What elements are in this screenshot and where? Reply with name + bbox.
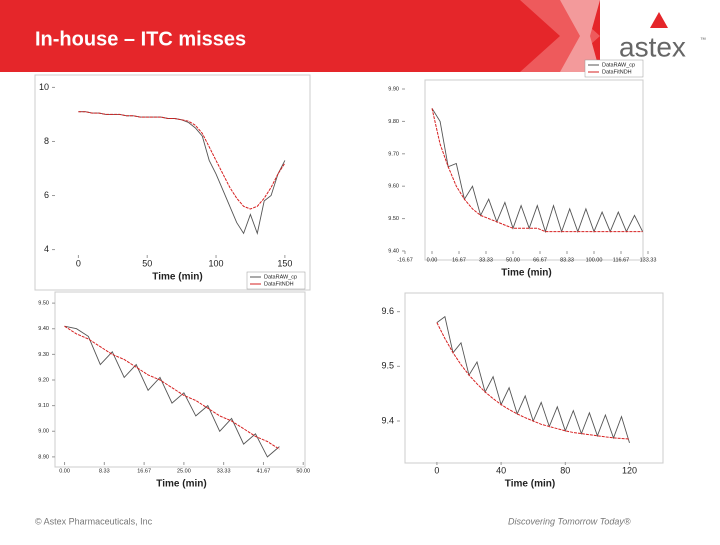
x-tick-label: 33.33	[479, 257, 493, 263]
y-tick-label: 9.70	[388, 151, 399, 157]
y-tick-label: 9.90	[388, 86, 399, 92]
x-tick-label: 25.00	[177, 468, 191, 474]
x-tick-label: 100.00	[586, 257, 603, 263]
plot-frame	[424, 79, 644, 261]
data-line	[431, 108, 643, 233]
plot-frame	[54, 291, 306, 468]
x-tick-label: 0	[434, 465, 439, 475]
x-tick-label: 50.00	[506, 257, 520, 263]
data-line	[431, 108, 644, 234]
x-tick-label: 50.00	[296, 468, 310, 474]
footer-tagline: Discovering Tomorrow Today®	[508, 516, 631, 526]
x-tick-label: 50	[142, 258, 152, 268]
y-tick-label: 8	[44, 136, 49, 146]
y-tick-label: 10	[39, 82, 49, 92]
legend-label: DataRAW_cp	[264, 274, 297, 280]
x-tick-label: 40	[496, 465, 506, 475]
logo-mark: ™	[700, 37, 706, 44]
y-tick-label: 9.40	[38, 326, 49, 332]
plot-frame	[34, 74, 311, 291]
legend-label: DataRAW_cp	[602, 62, 635, 68]
y-tick-label: 9.80	[388, 119, 399, 125]
y-tick-label: 9.10	[38, 403, 49, 409]
x-axis-label: Time (min)	[152, 272, 202, 283]
logo-text: astex	[619, 31, 686, 62]
y-tick-label: 9.50	[38, 301, 49, 307]
x-tick-label: 0.00	[59, 468, 70, 474]
header-decoration	[560, 0, 600, 72]
x-tick-label: 33.33	[217, 468, 231, 474]
data-line	[78, 111, 286, 236]
x-tick-label: 66.67	[533, 257, 547, 263]
slide-title: In-house – ITC misses	[35, 28, 246, 50]
x-axis-label: Time (min)	[505, 479, 555, 490]
legend-box	[246, 271, 306, 290]
data-line	[436, 322, 630, 440]
data-line	[436, 315, 630, 444]
y-tick-label: 6	[44, 190, 49, 200]
y-tick-label: 9.60	[388, 184, 399, 190]
x-tick-label: 16.67	[452, 257, 466, 263]
y-tick-label: 8.90	[38, 454, 49, 460]
y-tick-label: 9.00	[38, 429, 49, 435]
x-axis-label: Time (min)	[501, 268, 551, 279]
legend-label: DataFitNDH	[602, 69, 632, 75]
x-tick-label: 120	[622, 465, 637, 475]
y-tick-label: 9.40	[388, 248, 399, 254]
logo-icon	[650, 12, 668, 28]
x-tick-label: 150	[277, 258, 292, 268]
y-tick-label: 9.5	[381, 361, 394, 371]
y-tick-label: 9.6	[381, 306, 394, 316]
x-tick-label: 100	[209, 258, 224, 268]
y-tick-label: 9.4	[381, 415, 394, 425]
legend-box	[584, 59, 644, 78]
y-tick-label: 9.20	[38, 377, 49, 383]
x-tick-label: 41.67	[257, 468, 271, 474]
data-line	[64, 325, 280, 450]
logo-panel	[600, 0, 720, 72]
x-tick-label: 133.33	[640, 257, 657, 263]
x-tick-label: 16.67	[137, 468, 151, 474]
x-tick-label: 8.33	[99, 468, 110, 474]
plot-frame	[404, 292, 664, 464]
data-line	[78, 111, 286, 210]
x-tick-label: 83.33	[560, 257, 574, 263]
data-line	[64, 325, 280, 458]
x-tick-label: 0.00	[427, 257, 438, 263]
y-tick-label: 9.30	[38, 352, 49, 358]
footer-copyright: © Astex Pharmaceuticals, Inc	[35, 516, 153, 526]
y-tick-label: 9.50	[388, 216, 399, 222]
x-tick-label: 80	[560, 465, 570, 475]
x-tick-label: -16.67	[397, 257, 413, 263]
legend-label: DataFitNDH	[264, 281, 294, 287]
y-tick-label: 4	[44, 244, 49, 254]
x-tick-label: 0	[76, 258, 81, 268]
x-tick-label: 116.67	[613, 257, 629, 263]
x-axis-label: Time (min)	[156, 479, 206, 490]
